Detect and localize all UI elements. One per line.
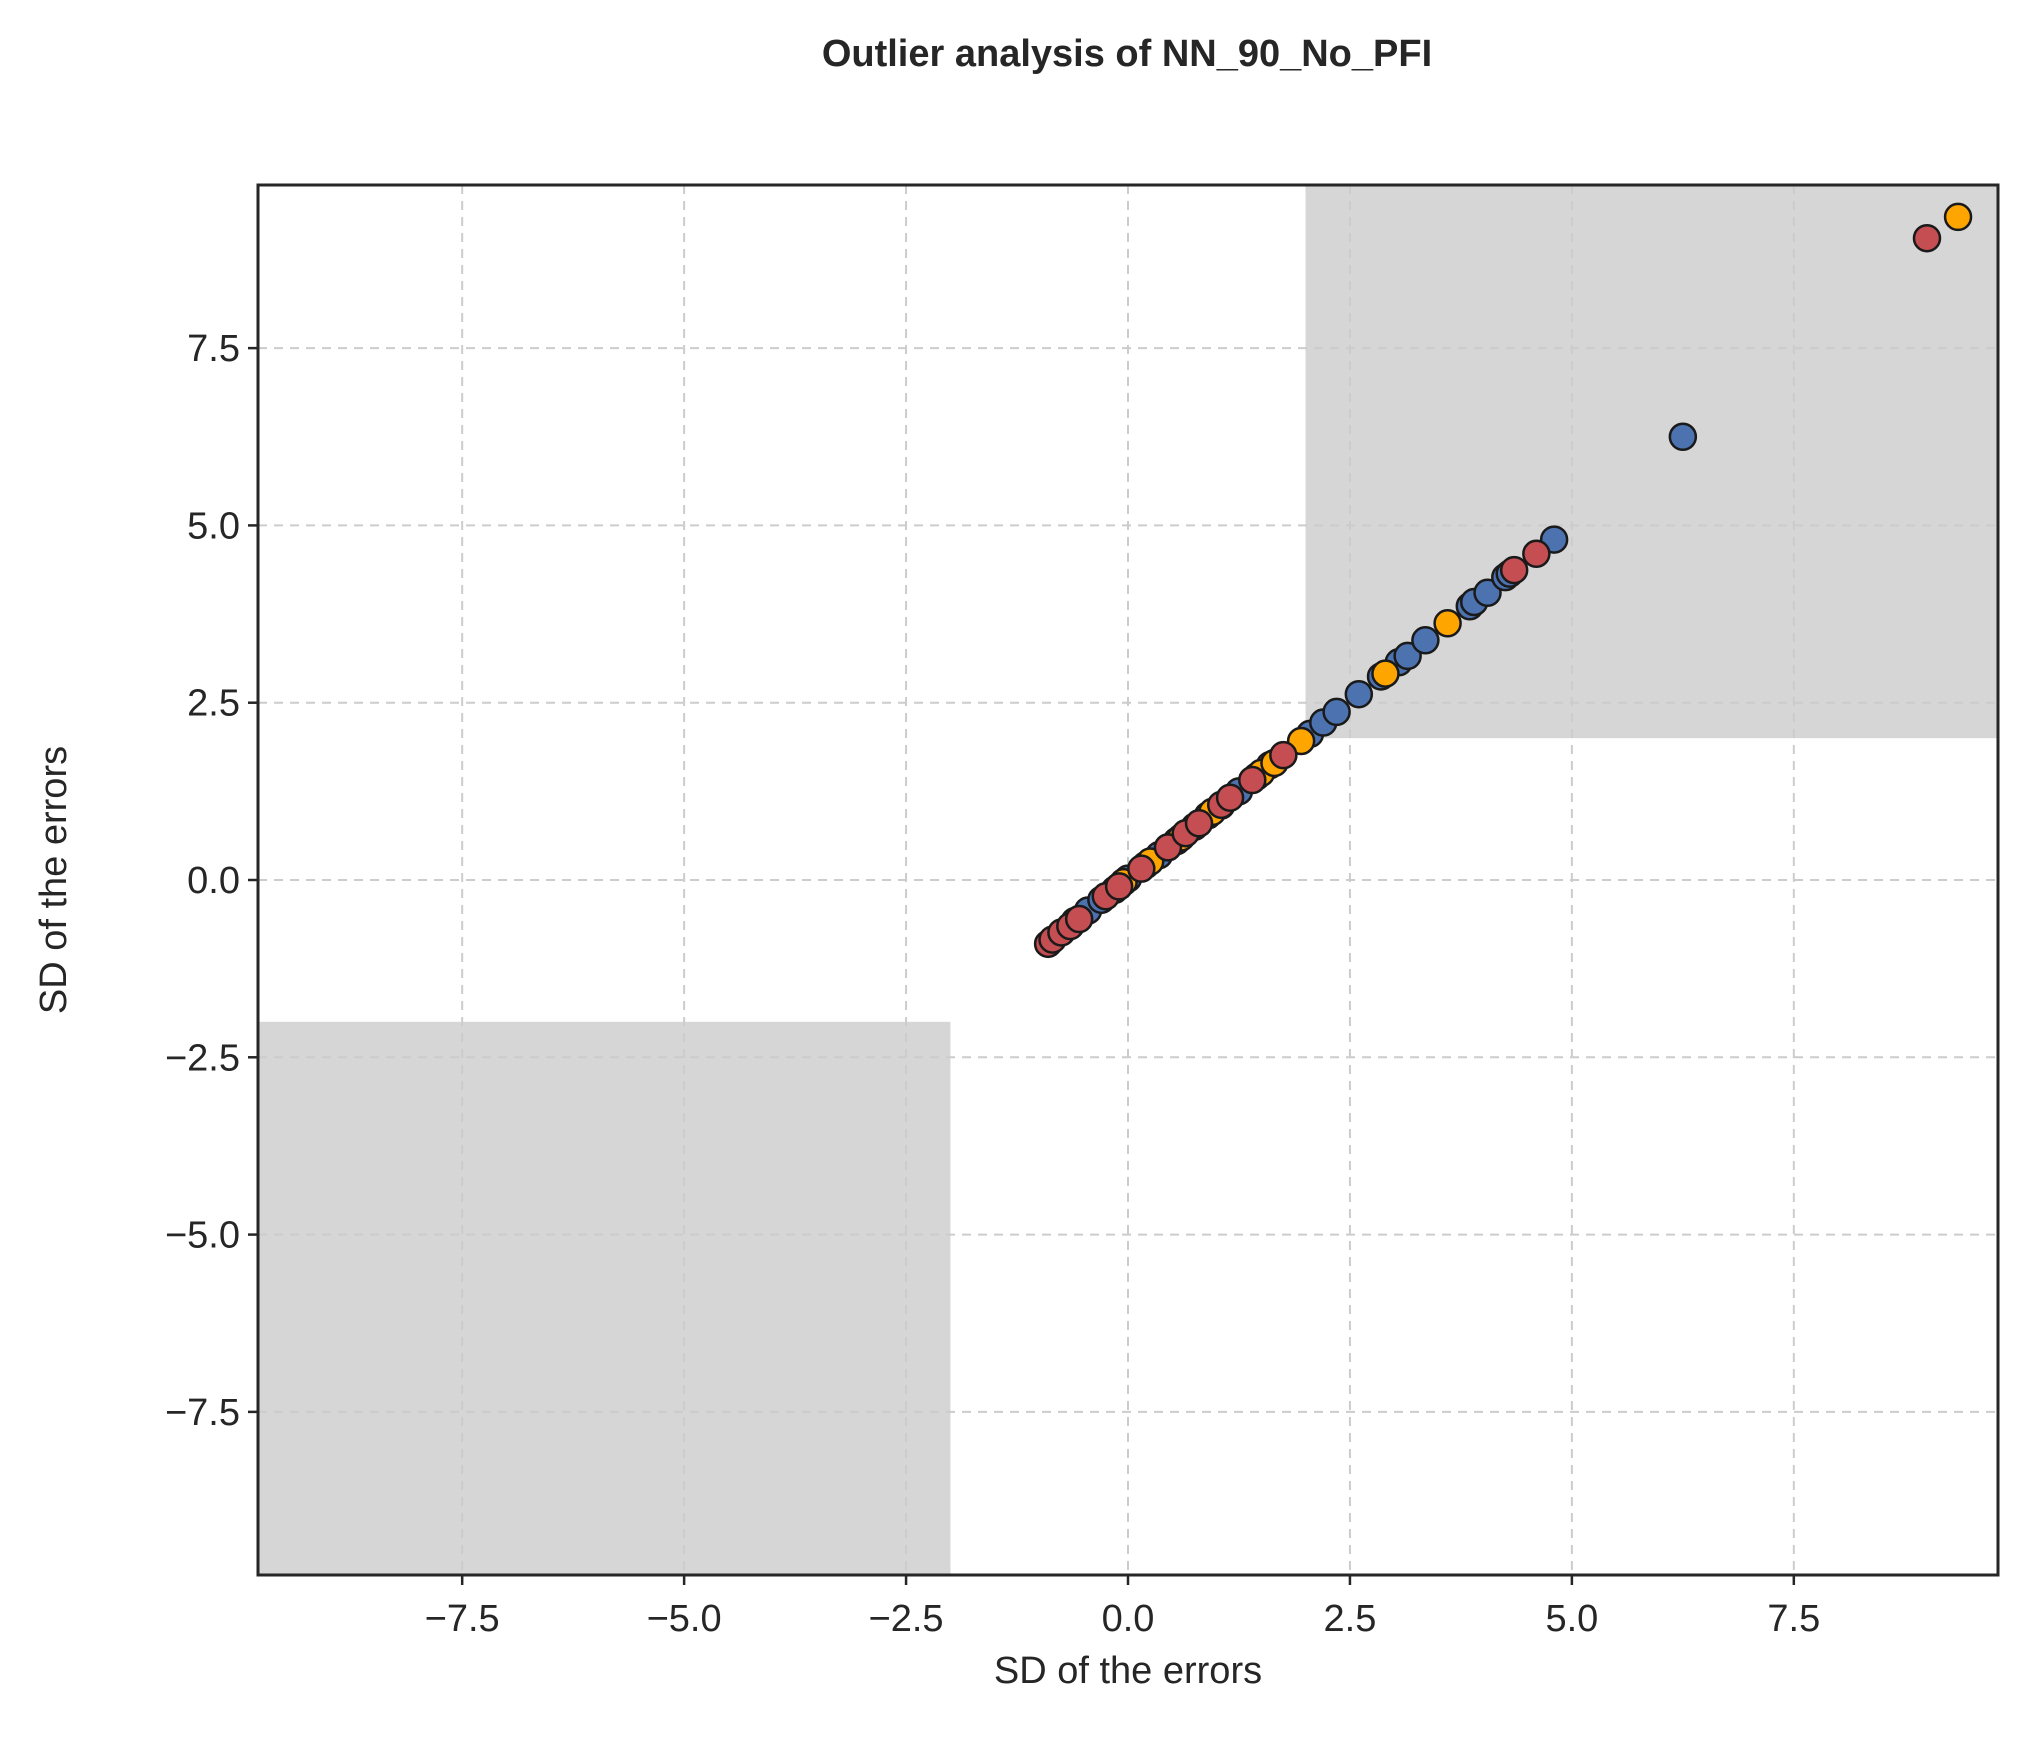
data-points [1033,202,1973,959]
y-tick-label: 2.5 [187,683,240,725]
data-point [1269,740,1298,770]
y-axis-label: SD of the errors [33,746,75,1014]
data-point [1393,641,1422,671]
x-tick-label: 7.5 [1767,1598,1820,1640]
x-tick-label: 2.5 [1324,1598,1377,1640]
x-tick-label: −5.0 [647,1598,722,1640]
data-point [1668,422,1698,452]
x-axis-ticks: −7.5 −5.0 −2.5 0.0 2.5 5.0 7.5 [425,1575,1820,1640]
shaded-region-1 [258,1021,951,1575]
y-tick-label: 0.0 [187,860,240,902]
data-point [1912,223,1942,253]
data-point [1499,555,1529,585]
data-point [1184,809,1214,838]
data-point [1943,202,1973,232]
data-point [1104,872,1134,901]
data-point [1473,578,1502,608]
chart-title: Outlier analysis of NN_90_No_PFI [822,33,1432,75]
data-point [1371,659,1400,688]
y-tick-label: −2.5 [165,1037,240,1079]
data-point [1344,679,1374,709]
data-point [1127,854,1156,883]
data-point [1522,539,1551,569]
y-tick-label: 7.5 [187,328,240,370]
data-point [1322,697,1351,727]
y-tick-label: −7.5 [165,1392,240,1434]
data-point [1238,765,1267,795]
x-tick-label: 0.0 [1102,1598,1155,1640]
data-point [1064,904,1094,934]
y-axis-ticks: −7.5 −5.0 −2.5 0.0 2.5 5.0 7.5 [165,328,258,1434]
y-tick-label: 5.0 [187,505,240,547]
data-point [1215,783,1245,812]
data-point [1433,609,1462,638]
data-point [1411,626,1440,655]
grid-lines [258,185,1998,1575]
x-axis-label: SD of the errors [994,1650,1262,1692]
x-tick-label: −7.5 [425,1598,500,1640]
x-tick-label: −2.5 [869,1598,944,1640]
x-tick-label: 5.0 [1545,1598,1598,1640]
y-tick-label: −5.0 [165,1215,240,1257]
